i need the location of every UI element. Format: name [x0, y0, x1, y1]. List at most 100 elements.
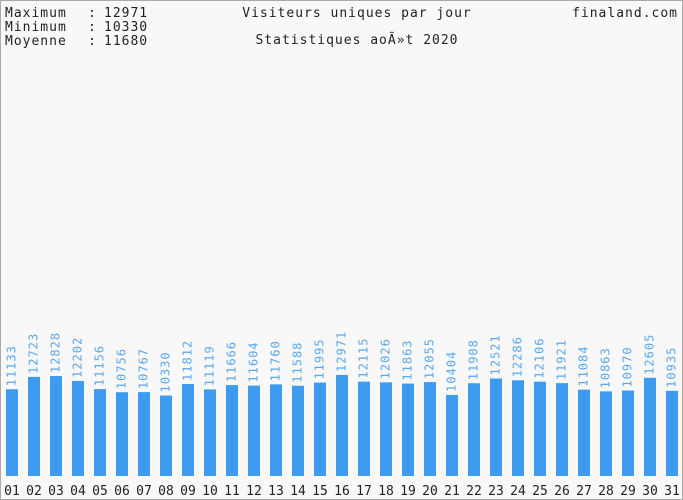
value-label: 11604 [247, 341, 261, 382]
x-tick-label: 17 [356, 484, 372, 499]
value-label: 12115 [357, 337, 371, 378]
x-tick-label: 21 [444, 484, 460, 499]
x-tick-label: 08 [158, 484, 174, 499]
value-label: 11666 [225, 341, 239, 382]
x-tick-label: 20 [422, 484, 438, 499]
x-tick-label: 10 [202, 484, 218, 499]
stat-value: 10330 [104, 20, 148, 35]
value-label: 12202 [71, 337, 85, 378]
x-tick-label: 03 [48, 484, 64, 499]
x-tick-label: 22 [466, 484, 482, 499]
bar [204, 389, 216, 476]
value-label: 12605 [643, 334, 657, 375]
x-tick-label: 07 [136, 484, 152, 499]
value-label: 10767 [137, 348, 151, 389]
value-label: 10404 [445, 351, 459, 392]
value-label: 12521 [489, 334, 503, 375]
bar [380, 382, 392, 476]
x-tick-label: 19 [400, 484, 416, 499]
x-tick-label: 27 [576, 484, 592, 499]
value-label: 12828 [49, 332, 63, 373]
value-label: 12055 [423, 338, 437, 379]
bar [50, 376, 62, 476]
x-tick-label: 24 [510, 484, 526, 499]
bar [160, 395, 172, 476]
x-tick-label: 30 [642, 484, 658, 499]
value-label: 11921 [555, 339, 569, 380]
bar [138, 392, 150, 476]
bar [512, 380, 524, 476]
x-tick-label: 23 [488, 484, 504, 499]
value-label: 11588 [291, 342, 305, 383]
value-label: 11084 [577, 346, 591, 387]
bar [358, 381, 370, 476]
value-label: 12971 [335, 331, 349, 372]
bar [6, 389, 18, 476]
bar [490, 378, 502, 476]
bar [248, 385, 260, 476]
value-label: 11760 [269, 340, 283, 381]
value-label: 11863 [401, 339, 415, 380]
bar [28, 376, 40, 476]
x-tick-label: 28 [598, 484, 614, 499]
bar [292, 385, 304, 476]
value-label: 10935 [665, 347, 679, 388]
bar [314, 382, 326, 476]
value-label: 11156 [93, 345, 107, 386]
value-label: 10863 [599, 347, 613, 388]
value-label: 12106 [533, 338, 547, 379]
x-tick-label: 18 [378, 484, 394, 499]
stat-sep: : [88, 6, 97, 21]
value-label: 11908 [467, 339, 481, 380]
stat-value: 11680 [104, 34, 148, 49]
site-name: finaland.com [572, 6, 678, 21]
bar [402, 383, 414, 476]
bar [446, 394, 458, 476]
x-tick-label: 09 [180, 484, 196, 499]
x-tick-label: 06 [114, 484, 130, 499]
x-tick-label: 05 [92, 484, 108, 499]
bar [94, 389, 106, 476]
value-label: 10970 [621, 346, 635, 387]
value-label: 11119 [203, 345, 217, 386]
x-tick-label: 14 [290, 484, 306, 499]
x-tick-label: 15 [312, 484, 328, 499]
stat-value: 12971 [104, 6, 148, 21]
bar [622, 390, 634, 476]
stat-label: Maximum [5, 6, 67, 21]
bar [534, 381, 546, 476]
bar [336, 374, 348, 476]
bar [468, 383, 480, 476]
stat-label: Moyenne [5, 34, 67, 49]
bar [424, 382, 436, 476]
value-label: 11812 [181, 340, 195, 381]
value-label: 12286 [511, 336, 525, 377]
bar [226, 385, 238, 476]
x-tick-label: 25 [532, 484, 548, 499]
value-label: 11133 [5, 345, 19, 386]
chart-title: Visiteurs uniques par jour [242, 6, 472, 21]
value-label: 11995 [313, 338, 327, 379]
stat-sep: : [88, 34, 97, 49]
bar [644, 377, 656, 476]
value-label: 10330 [159, 351, 173, 392]
bar [182, 383, 194, 476]
stat-label: Minimum [5, 20, 67, 35]
chart-subtitle: Statistiques aoÃ»t 2020 [255, 32, 458, 48]
x-tick-label: 26 [554, 484, 570, 499]
bar [270, 384, 282, 476]
x-tick-label: 11 [224, 484, 240, 499]
bar [72, 380, 84, 476]
value-label: 12723 [27, 333, 41, 374]
bar [578, 389, 590, 476]
bar [556, 383, 568, 476]
value-label: 10756 [115, 348, 129, 389]
x-tick-label: 31 [664, 484, 680, 499]
value-label: 12026 [379, 338, 393, 379]
x-tick-label: 16 [334, 484, 350, 499]
x-tick-label: 02 [26, 484, 42, 499]
stat-sep: : [88, 20, 97, 35]
x-tick-label: 04 [70, 484, 86, 499]
